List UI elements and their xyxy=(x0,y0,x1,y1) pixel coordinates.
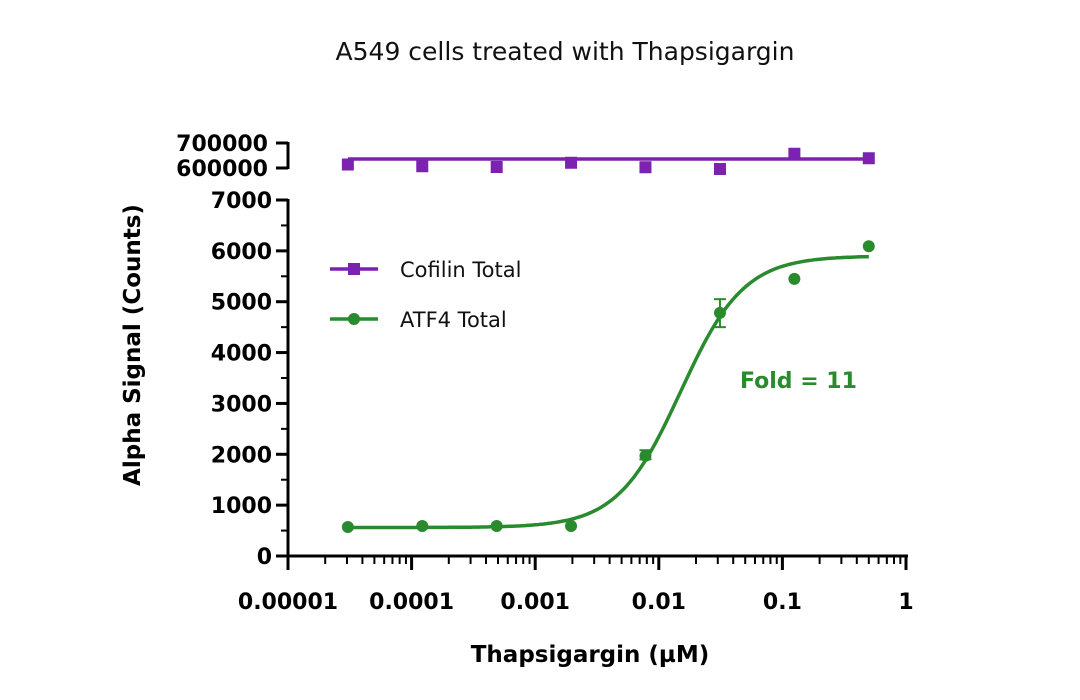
y-tick-label: 6000 xyxy=(211,240,272,265)
y-tick-label: 4000 xyxy=(211,342,272,367)
x-axis-label: Thapsigargin (µM) xyxy=(471,642,710,668)
cofilin-point xyxy=(713,163,726,175)
y-axis-label: Alpha Signal (Counts) xyxy=(120,204,146,486)
y-tick-label-upper: 600000 xyxy=(176,157,268,182)
cofilin-point xyxy=(565,156,578,169)
cofilin-point xyxy=(416,160,429,173)
x-tick-label: 0.00001 xyxy=(238,590,338,615)
y-tick-label: 5000 xyxy=(211,291,272,316)
cofilin-point xyxy=(490,161,503,173)
atf4-fit-curve xyxy=(347,254,869,530)
cofilin-point xyxy=(788,147,801,160)
legend-square-marker xyxy=(348,263,360,275)
atf4-point xyxy=(639,449,652,462)
x-tick-label: 0.0001 xyxy=(369,590,454,615)
y-tick-label: 0 xyxy=(257,545,272,570)
x-tick-label: 0.1 xyxy=(763,590,802,615)
legend-circle-marker xyxy=(348,313,360,325)
legend-label: Cofilin Total xyxy=(400,258,521,282)
atf4-point xyxy=(713,306,726,319)
chart-title: A549 cells treated with Thapsigargin xyxy=(336,37,795,66)
y-tick-label: 7000 xyxy=(211,189,272,214)
x-tick-label: 1 xyxy=(898,590,913,615)
y-tick-label: 2000 xyxy=(211,443,272,468)
atf4-point xyxy=(862,240,875,253)
atf4-point xyxy=(416,519,429,532)
x-tick-label: 0.01 xyxy=(632,590,686,615)
cofilin-point xyxy=(862,152,875,165)
atf4-point xyxy=(490,519,503,532)
y-tick-label: 3000 xyxy=(211,392,272,417)
y-tick-label: 1000 xyxy=(211,494,272,519)
atf4-point xyxy=(565,519,578,532)
x-tick-label: 0.001 xyxy=(500,590,570,615)
cofilin-point xyxy=(639,161,652,174)
atf4-point xyxy=(341,521,354,534)
atf4-point xyxy=(788,272,801,285)
cofilin-point xyxy=(341,158,354,171)
fold-annotation: Fold = 11 xyxy=(740,369,857,394)
y-tick-label-upper: 700000 xyxy=(176,132,268,157)
legend-label: ATF4 Total xyxy=(400,308,507,332)
